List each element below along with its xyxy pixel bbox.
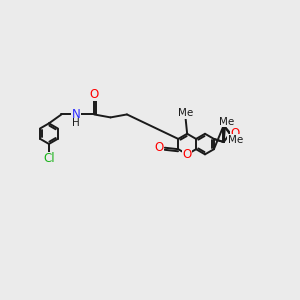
Text: Me: Me: [219, 117, 234, 127]
Text: O: O: [231, 127, 240, 140]
Text: Me: Me: [228, 135, 243, 145]
Text: N: N: [72, 108, 81, 121]
Text: H: H: [72, 118, 80, 128]
Text: O: O: [182, 148, 192, 161]
Text: Cl: Cl: [43, 152, 55, 165]
Text: O: O: [154, 141, 164, 154]
Text: Me: Me: [178, 109, 193, 118]
Text: O: O: [89, 88, 99, 101]
